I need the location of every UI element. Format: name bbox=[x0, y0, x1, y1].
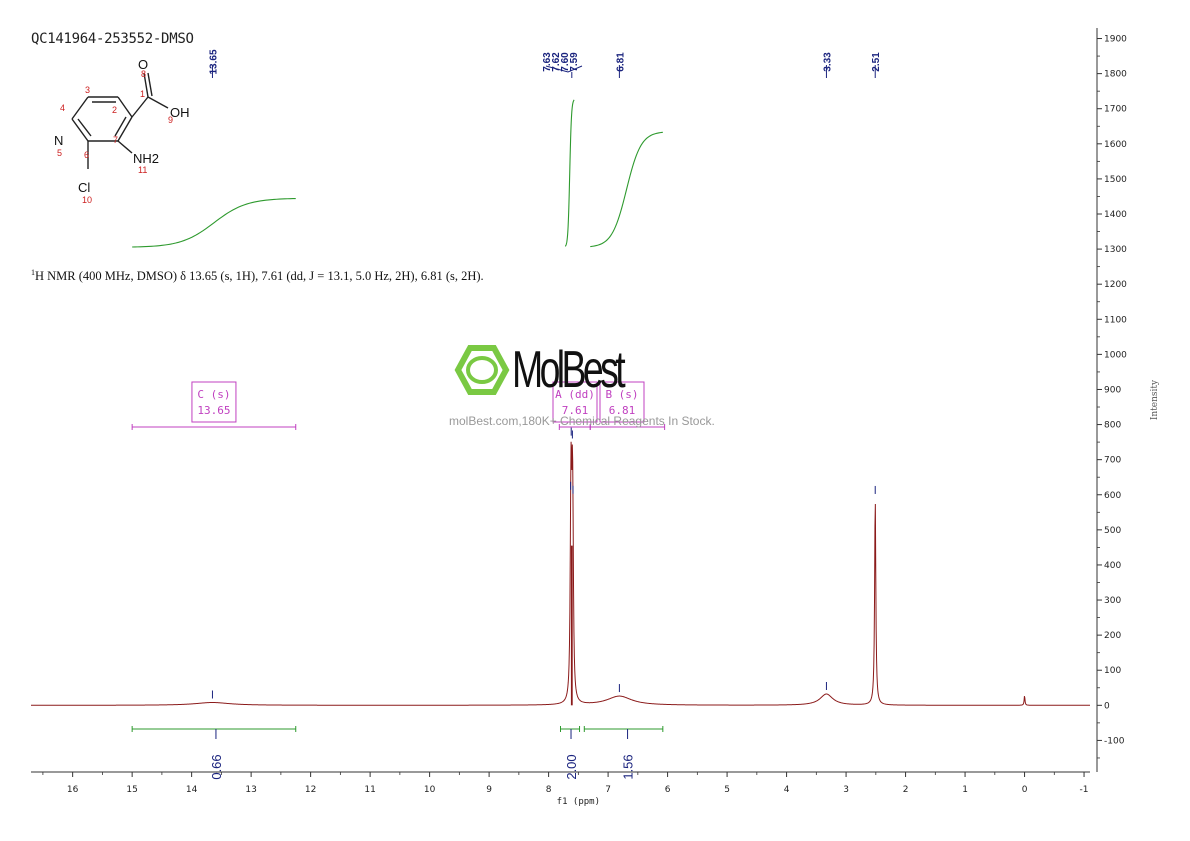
atom-number-7: 7 bbox=[113, 135, 118, 145]
multiplet-shift-0: 13.65 bbox=[197, 404, 230, 417]
y-tick-label-14: 500 bbox=[1104, 526, 1121, 536]
x-tick-label-6: 10 bbox=[424, 785, 436, 795]
multiplet-label-1: A (dd) bbox=[555, 388, 595, 401]
integral-curve-2 bbox=[590, 131, 663, 248]
multiplet-shift-1: 7.61 bbox=[562, 404, 589, 417]
y-tick-label-6: 1300 bbox=[1104, 245, 1127, 255]
integral-value-2: 1.56 bbox=[621, 754, 636, 779]
integral-curve-1 bbox=[564, 99, 575, 247]
atom-o: O bbox=[138, 57, 148, 72]
multiplet-fill bbox=[570, 545, 573, 706]
y-tick-label-7: 1200 bbox=[1104, 280, 1127, 290]
x-tick-label-4: 12 bbox=[305, 785, 316, 795]
y-tick-label-1: 1800 bbox=[1104, 70, 1127, 80]
atom-n: N bbox=[54, 133, 63, 148]
x-tick-label-9: 7 bbox=[605, 785, 611, 795]
x-tick-label-17: -1 bbox=[1080, 785, 1089, 795]
atom-cl: Cl bbox=[78, 180, 90, 195]
y-tick-label-13: 600 bbox=[1104, 491, 1121, 501]
y-tick-label-17: 200 bbox=[1104, 631, 1121, 641]
x-axis-label: f1 (ppm) bbox=[557, 797, 600, 807]
x-tick-label-11: 5 bbox=[724, 785, 730, 795]
y-tick-label-19: 0 bbox=[1104, 701, 1110, 711]
peak-label-2-51: 2.51 bbox=[871, 52, 882, 72]
atom-number-1: 1 bbox=[140, 89, 145, 99]
hexagon-logo-icon bbox=[454, 345, 510, 395]
x-tick-label-0: 16 bbox=[67, 785, 79, 795]
y-tick-label-15: 400 bbox=[1104, 561, 1121, 571]
sample-id: QC141964-253552-DMSO bbox=[31, 31, 194, 47]
y-tick-label-16: 300 bbox=[1104, 596, 1121, 606]
y-tick-label-18: 100 bbox=[1104, 666, 1121, 676]
peak-label-cluster-0: 7.63 bbox=[542, 52, 553, 72]
multiplet-shift-2: 6.81 bbox=[609, 404, 636, 417]
x-tick-label-5: 11 bbox=[364, 785, 375, 795]
y-axis-label: Intensity bbox=[1150, 379, 1160, 420]
y-tick-label-0: 1900 bbox=[1104, 35, 1127, 45]
y-tick-label-9: 1000 bbox=[1104, 350, 1127, 360]
x-tick-label-3: 13 bbox=[245, 785, 256, 795]
multiplet-box-2 bbox=[599, 381, 645, 423]
y-tick-label-8: 1100 bbox=[1104, 315, 1127, 325]
peak-label-3-33: 3.33 bbox=[822, 52, 833, 72]
multiplet-box-1 bbox=[552, 381, 598, 423]
y-tick-label-5: 1400 bbox=[1104, 210, 1127, 220]
peak-label-cluster-3: 7.59 bbox=[569, 52, 580, 72]
molbest-logo: MolBest bbox=[454, 341, 669, 400]
x-tick-label-13: 3 bbox=[843, 785, 849, 795]
spectrum-line bbox=[31, 441, 1090, 706]
peak-label-cluster-1: 7.62 bbox=[551, 52, 562, 72]
y-tick-label-12: 700 bbox=[1104, 456, 1121, 466]
molecule-structure: O OH N NH2 Cl 1 2 3 4 5 6 7 8 9 10 11 bbox=[54, 57, 190, 205]
peak-label-6-81: 6.81 bbox=[615, 52, 626, 72]
y-tick-label-10: 900 bbox=[1104, 385, 1121, 395]
atom-number-6: 6 bbox=[84, 150, 89, 160]
multiplet-box-0 bbox=[191, 381, 237, 423]
peak-label-cluster-2: 7.60 bbox=[560, 52, 571, 72]
y-tick-label-4: 1500 bbox=[1104, 175, 1127, 185]
y-tick-label-20: -100 bbox=[1104, 736, 1125, 746]
integral-curve-0 bbox=[132, 197, 296, 248]
molbest-wordmark: MolBest bbox=[512, 341, 626, 399]
x-tick-label-1: 15 bbox=[126, 785, 137, 795]
watermark-tagline: molBest.com,180K+ Chemical Reagents In S… bbox=[449, 414, 715, 428]
x-tick-label-2: 14 bbox=[186, 785, 198, 795]
atom-oh: OH bbox=[170, 105, 190, 120]
integral-value-1: 2.00 bbox=[564, 754, 579, 779]
atom-number-10: 10 bbox=[82, 195, 92, 205]
y-tick-label-3: 1600 bbox=[1104, 140, 1127, 150]
x-tick-label-15: 1 bbox=[962, 785, 968, 795]
atom-number-9: 9 bbox=[168, 115, 173, 125]
x-tick-label-12: 4 bbox=[784, 785, 790, 795]
x-tick-label-10: 6 bbox=[665, 785, 671, 795]
peak-label-cluster-leader bbox=[545, 65, 583, 73]
x-tick-label-16: 0 bbox=[1022, 785, 1028, 795]
atom-number-4: 4 bbox=[60, 103, 65, 113]
atom-nh2: NH2 bbox=[133, 151, 159, 166]
x-tick-label-7: 9 bbox=[486, 785, 492, 795]
atom-number-5: 5 bbox=[57, 148, 62, 158]
nmr-description: 1H NMR (400 MHz, DMSO) δ 13.65 (s, 1H), … bbox=[31, 268, 484, 284]
peak-label-13-65: 13.65 bbox=[208, 49, 219, 74]
integral-value-0: 0.66 bbox=[209, 754, 224, 779]
y-tick-label-2: 1700 bbox=[1104, 105, 1127, 115]
multiplet-label-0: C (s) bbox=[197, 388, 230, 401]
x-tick-label-14: 2 bbox=[903, 785, 909, 795]
x-tick-label-8: 8 bbox=[546, 785, 552, 795]
atom-number-8: 8 bbox=[141, 69, 146, 79]
atom-number-11: 11 bbox=[138, 165, 147, 175]
atom-number-3: 3 bbox=[85, 85, 90, 95]
y-tick-label-11: 800 bbox=[1104, 421, 1121, 431]
multiplet-label-2: B (s) bbox=[605, 388, 638, 401]
atom-number-2: 2 bbox=[112, 105, 117, 115]
